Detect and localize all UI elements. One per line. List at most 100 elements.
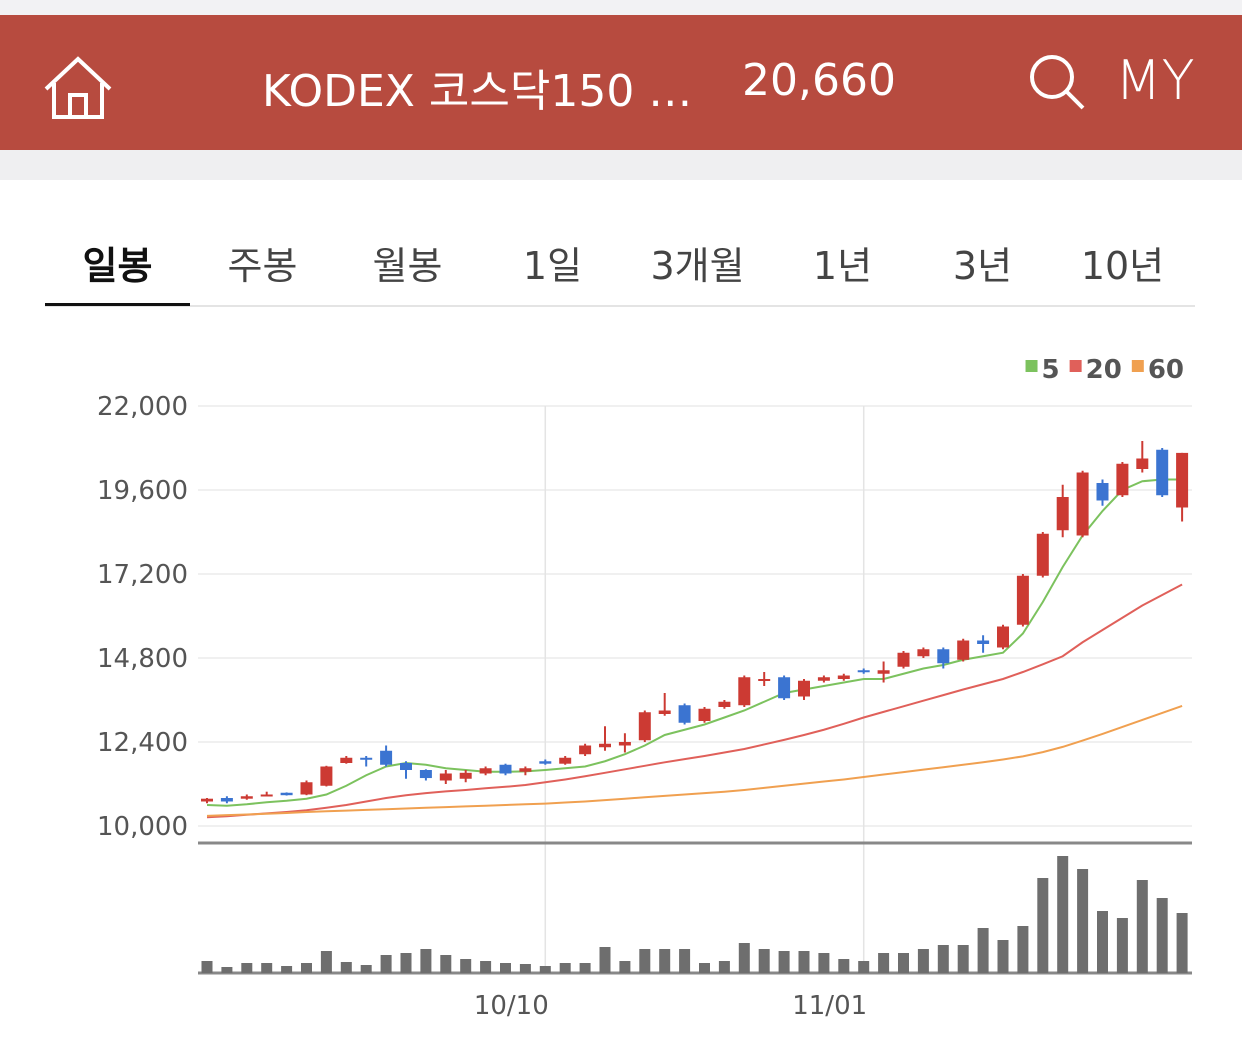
price: 20,660 xyxy=(742,55,896,106)
volume-bar xyxy=(1057,856,1069,973)
volume-bar xyxy=(1037,878,1049,973)
tab-bar: 일봉 주봉 월봉 1일 3개월 1년 3년 10년 xyxy=(45,225,1195,307)
candle-body xyxy=(579,745,592,755)
candle-body xyxy=(559,757,572,764)
volume-bar xyxy=(519,964,531,973)
volume-bar xyxy=(320,951,332,973)
volume-bar xyxy=(1156,898,1168,973)
legend-swatch xyxy=(1131,360,1144,372)
volume-bar xyxy=(1176,913,1188,973)
volume-bar xyxy=(977,928,989,973)
volume-bar xyxy=(261,963,273,973)
volume-bar xyxy=(360,965,372,973)
volume-bar xyxy=(738,943,750,973)
my-button[interactable]: MY xyxy=(1115,49,1195,112)
volume-bar xyxy=(758,949,770,973)
tab[interactable]: 10년 xyxy=(1080,244,1165,288)
volume-bar xyxy=(778,951,790,973)
volume-bar xyxy=(301,963,312,973)
ma-line xyxy=(206,478,1183,807)
candle-body xyxy=(997,626,1009,648)
volume-bar xyxy=(1136,880,1148,973)
tab[interactable]: 3년 xyxy=(952,244,1013,288)
y-tick-label: 10,000 xyxy=(97,812,188,842)
home-icon[interactable] xyxy=(42,53,122,123)
header: KODEX 코스닥150 … 20,660 MY xyxy=(0,15,1242,150)
search-icon[interactable] xyxy=(1028,53,1088,113)
volume-bar xyxy=(281,966,293,973)
candle-body xyxy=(778,677,791,699)
volume-bar xyxy=(718,961,730,973)
candle-body xyxy=(758,679,771,681)
candle-body xyxy=(977,640,990,644)
tab[interactable]: 1년 xyxy=(812,244,873,288)
volume-bar xyxy=(699,963,710,973)
volume-bar xyxy=(858,961,870,973)
candle-body xyxy=(718,701,731,707)
candle-body xyxy=(917,649,930,657)
volume-bar xyxy=(659,949,671,973)
ma-line xyxy=(206,583,1183,819)
candle-body xyxy=(519,768,532,772)
volume-bar xyxy=(1077,869,1089,973)
candle-body xyxy=(459,772,472,779)
candle-body xyxy=(439,773,452,781)
volume-bar xyxy=(957,945,969,973)
y-tick-label: 12,400 xyxy=(97,728,188,758)
candle-body xyxy=(1156,449,1169,496)
title: KODEX 코스닥150 … xyxy=(262,66,693,117)
volume-bar xyxy=(917,949,929,973)
volume-bar xyxy=(898,953,909,973)
y-tick-label: 17,200 xyxy=(97,560,188,590)
candle-body xyxy=(479,768,492,774)
volume-bar xyxy=(1116,918,1128,973)
volume-bar xyxy=(221,967,233,973)
candle-body xyxy=(618,742,631,746)
candle-body xyxy=(817,677,830,681)
candle-body xyxy=(300,782,313,795)
volume-bar xyxy=(838,959,850,973)
candle-body xyxy=(539,761,552,764)
volume-bar xyxy=(500,963,511,973)
status-band xyxy=(0,0,1242,15)
candle-body xyxy=(837,675,850,679)
volume-bar xyxy=(559,963,571,973)
volume-bar xyxy=(937,945,949,973)
volume-bar xyxy=(440,955,452,973)
x-tick-label: 10/10 xyxy=(474,991,549,1021)
x-tick-label: 11/01 xyxy=(792,991,867,1021)
tab[interactable]: 3개월 xyxy=(650,244,745,288)
tab[interactable]: 일봉 xyxy=(82,244,153,288)
candle-body xyxy=(698,708,711,721)
volume-bar xyxy=(420,949,432,973)
volume-bar xyxy=(400,953,412,973)
legend-label: 5 xyxy=(1042,355,1060,385)
candle-body xyxy=(260,794,273,797)
candle-body xyxy=(1016,575,1029,625)
candle-body xyxy=(658,710,671,714)
volume-bar xyxy=(1017,926,1029,973)
candle-body xyxy=(360,757,373,760)
tab[interactable]: 1일 xyxy=(522,244,583,288)
volume-bar xyxy=(340,962,352,973)
candle-body xyxy=(419,770,432,779)
volume-bar xyxy=(480,961,492,973)
candle-body xyxy=(678,705,691,723)
volume-bar xyxy=(460,959,472,973)
candle-body xyxy=(1116,463,1129,496)
separator xyxy=(0,150,1242,180)
tab[interactable]: 주봉 xyxy=(227,244,298,288)
candle-body xyxy=(280,792,293,796)
volume-bar xyxy=(241,963,253,973)
candle-body xyxy=(957,640,970,660)
tab[interactable]: 월봉 xyxy=(372,244,443,288)
tab-underline xyxy=(45,303,190,306)
candle-body xyxy=(340,757,353,763)
candle-body xyxy=(1176,452,1189,508)
candle-body xyxy=(220,798,233,802)
volume-bar xyxy=(619,961,631,973)
candle-body xyxy=(1056,497,1069,531)
candle-body xyxy=(857,670,870,673)
candle-body xyxy=(1036,533,1049,576)
